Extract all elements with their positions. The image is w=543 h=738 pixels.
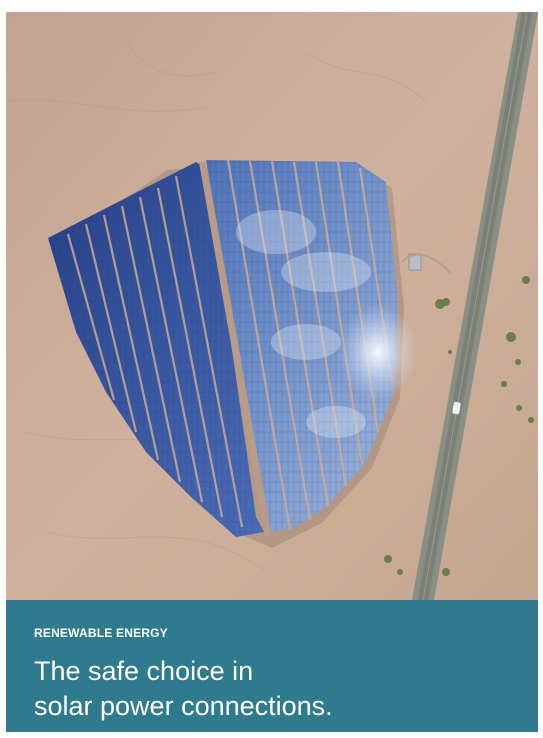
solar-array-left — [48, 162, 264, 537]
section-kicker: RENEWABLE ENERGY — [34, 626, 168, 640]
car — [452, 401, 461, 415]
headline-line-1: The safe choice in — [34, 656, 254, 686]
shrubs — [384, 276, 534, 576]
solar-farm-aerial-photo — [6, 12, 538, 600]
headline: The safe choice in solar power connectio… — [34, 654, 538, 724]
caption-panel: RENEWABLE ENERGY The safe choice in sola… — [6, 600, 538, 732]
solar-array-right — [206, 159, 418, 532]
solar-farm-illustration — [6, 12, 538, 600]
sun-glare — [338, 304, 418, 400]
road — [412, 12, 538, 600]
terrain-texture — [6, 41, 427, 573]
headline-line-2: solar power connections. — [34, 691, 333, 721]
